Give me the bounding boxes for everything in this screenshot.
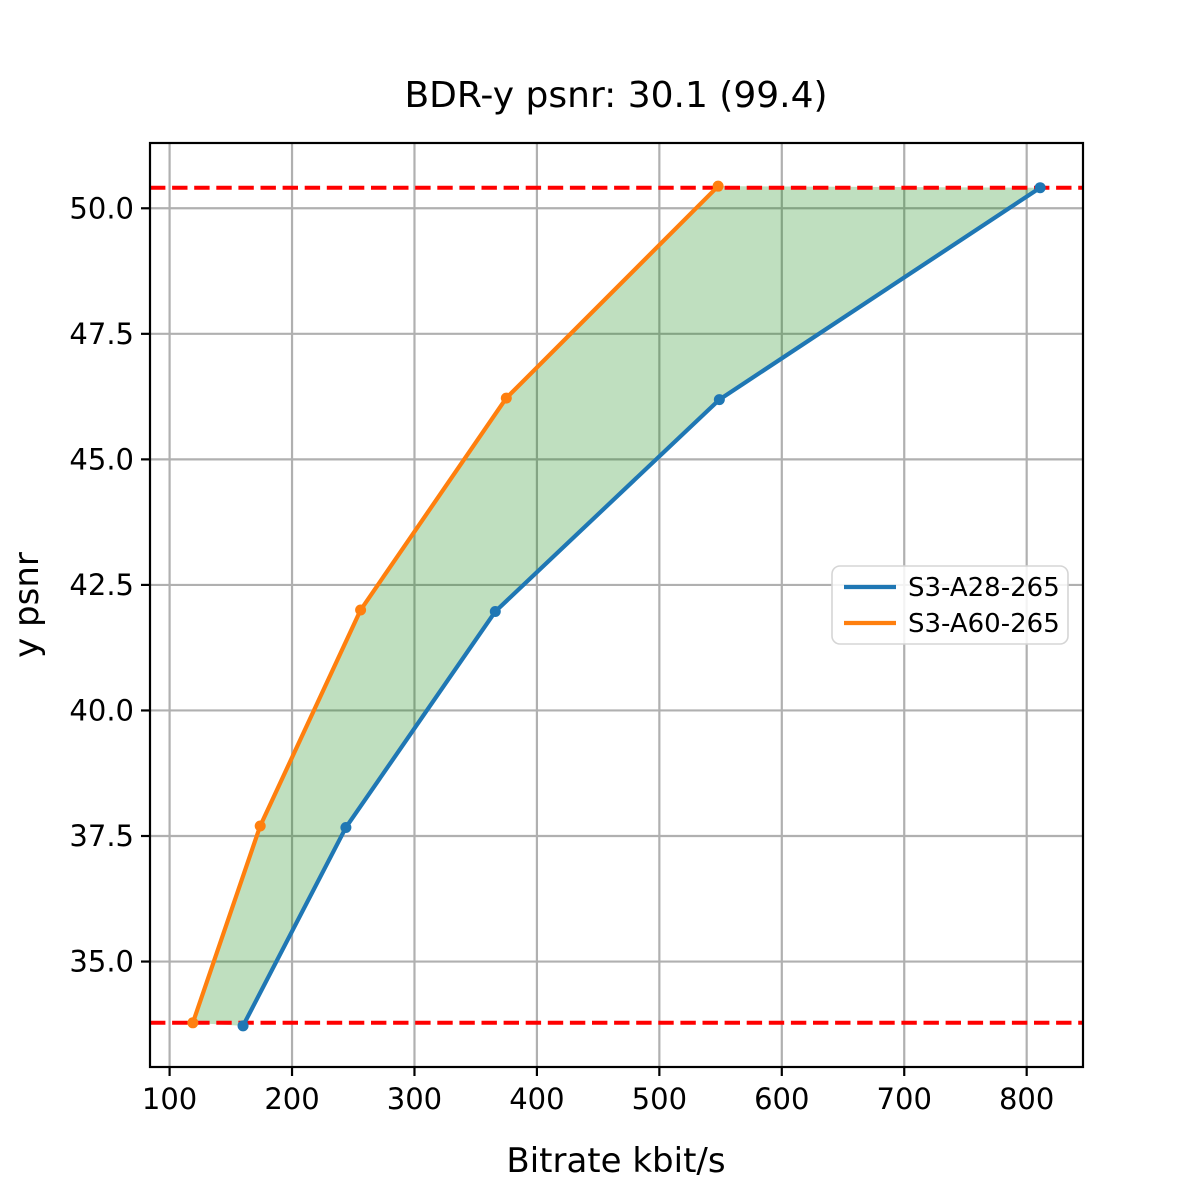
data-point-S3-A60-265-0 [187, 1017, 199, 1029]
x-tick-label-100: 100 [142, 1082, 197, 1116]
x-tick-label-300: 300 [387, 1082, 442, 1116]
grid-layer [150, 143, 1083, 1067]
y-axis-label: y psnr [7, 552, 47, 658]
y-tick-label-45: 45.0 [69, 442, 134, 476]
x-tick-label-500: 500 [632, 1082, 687, 1116]
legend-label-S3-A28-265: S3-A28-265 [908, 573, 1060, 603]
data-point-S3-A28-265-0 [237, 1020, 249, 1032]
data-point-S3-A28-265-3 [713, 394, 725, 406]
x-tick-label-400: 400 [509, 1082, 564, 1116]
psnr-bound-lines [150, 185, 1083, 1025]
data-point-S3-A60-265-4 [712, 180, 724, 192]
data-point-S3-A28-265-4 [1034, 182, 1046, 194]
y-tick-label-35: 35.0 [69, 945, 134, 979]
y-tick-label-37.5: 37.5 [69, 819, 134, 853]
x-axis-label: Bitrate kbit/s [506, 1141, 725, 1181]
axes-frame [148, 141, 1085, 1069]
y-tick-label-42.5: 42.5 [69, 568, 134, 602]
bd-shaded-region [192, 186, 1041, 1026]
bd-area-fill [192, 186, 1041, 1026]
data-point-S3-A60-265-3 [500, 392, 512, 404]
series-layer [187, 180, 1046, 1032]
y-tick-label-50: 50.0 [69, 191, 134, 225]
x-tick-label-700: 700 [877, 1082, 932, 1116]
data-point-S3-A60-265-2 [355, 604, 367, 616]
legend: S3-A28-265 S3-A60-265 [831, 565, 1069, 645]
data-point-S3-A28-265-2 [489, 606, 501, 618]
x-tick-label-600: 600 [754, 1082, 809, 1116]
plot-border [148, 141, 1085, 1069]
y-tick-label-47.5: 47.5 [69, 317, 134, 351]
x-tick-label-800: 800 [999, 1082, 1054, 1116]
legend-label-S3-A60-265: S3-A60-265 [908, 609, 1060, 639]
data-point-S3-A60-265-1 [254, 820, 266, 832]
x-tick-label-200: 200 [264, 1082, 319, 1116]
axis-ticks: 100 200 300 400 500 600 700 800 35.0 37.5 40.0 42.5… [69, 191, 1054, 1116]
y-tick-label-40: 40.0 [69, 693, 134, 727]
chart-title: BDR-y psnr: 30.1 (99.4) [404, 75, 827, 116]
data-point-S3-A28-265-1 [340, 821, 352, 833]
